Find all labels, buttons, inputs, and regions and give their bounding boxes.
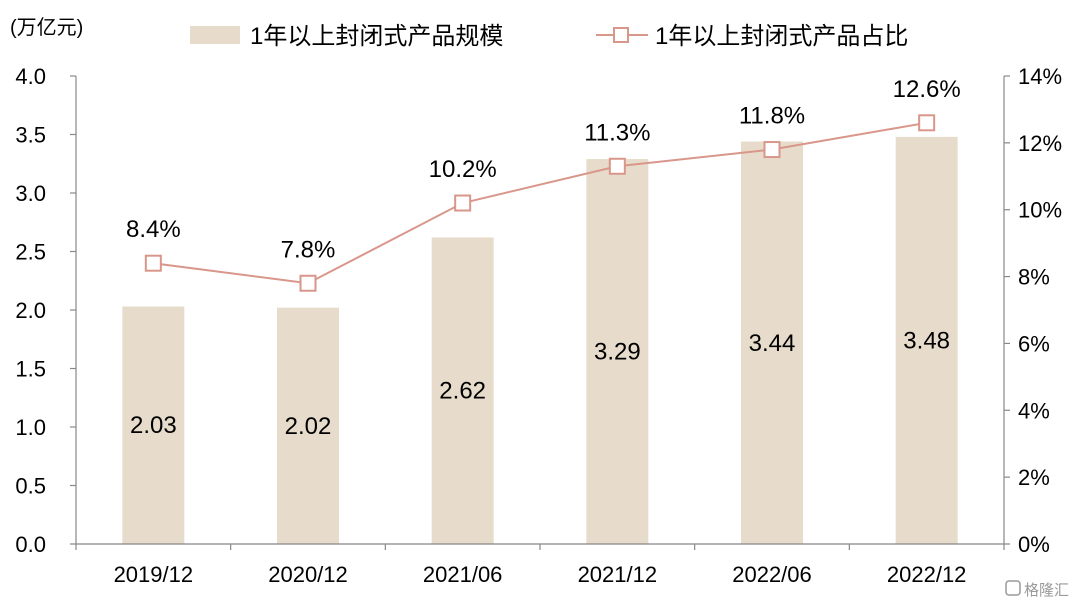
bar-data-label: 3.48 (903, 327, 950, 354)
left-y-tick-label: 4.0 (15, 64, 46, 89)
bar-2021/12 (586, 159, 649, 544)
line-data-label: 10.2% (429, 156, 497, 183)
bar-2022/12 (895, 136, 958, 544)
right-y-tick-label: 4% (1018, 398, 1050, 423)
bar-2021/06 (431, 237, 494, 544)
line-data-label: 12.6% (893, 76, 961, 103)
line-series-path (153, 121, 927, 285)
legend-line-marker-icon (613, 27, 629, 43)
bar-data-label: 3.44 (749, 330, 796, 357)
watermark: 格隆汇 (1005, 580, 1069, 599)
line-point-marker (454, 194, 472, 212)
line-data-label: 11.3% (584, 119, 650, 146)
right-y-tick-label: 0% (1018, 532, 1050, 557)
legend-item-line-series: 1年以上封闭式产品占比 (596, 23, 908, 50)
bar-data-label: 2.62 (439, 378, 486, 405)
left-y-tick-label: 1.0 (15, 415, 46, 440)
bar-data-label: 2.03 (130, 412, 177, 439)
right-y-tick-label: 12% (1018, 131, 1062, 156)
left-y-tick-label: 0.5 (15, 474, 46, 499)
left-y-tick-label: 2.0 (15, 298, 46, 323)
line-point-marker (144, 254, 162, 272)
bar-2019/12 (122, 306, 185, 544)
left-y-tick-label: 3.0 (15, 181, 46, 206)
line-data-label: 7.8% (281, 236, 336, 263)
x-tick-label: 2021/06 (423, 562, 503, 587)
line-data-label: 11.8% (739, 103, 805, 130)
bar-data-label: 2.02 (285, 413, 332, 440)
line-point-marker (608, 157, 626, 175)
legend-line-label: 1年以上封闭式产品占比 (655, 23, 908, 50)
right-y-tick-label: 6% (1018, 331, 1050, 356)
right-y-tick-label: 2% (1018, 465, 1050, 490)
x-tick-label: 2022/12 (887, 562, 967, 587)
left-y-tick-label: 0.0 (15, 532, 46, 557)
right-y-tick-label: 14% (1018, 64, 1062, 89)
legend-bar-swatch (190, 26, 240, 44)
legend: 1年以上封闭式产品规模 1年以上封闭式产品占比 (190, 23, 908, 50)
line-point-marker (763, 141, 781, 159)
left-y-tick-label: 3.5 (15, 123, 46, 148)
x-tick-label: 2022/06 (732, 562, 812, 587)
x-tick-label: 2019/12 (114, 562, 194, 587)
bar-2020/12 (277, 307, 339, 544)
line-data-label: 8.4% (126, 216, 181, 243)
x-tick-label: 2021/12 (578, 562, 658, 587)
bar-2022/06 (741, 141, 803, 544)
left-y-tick-label: 2.5 (15, 240, 46, 265)
line-point-marker (918, 114, 936, 132)
bar-data-label: 3.29 (594, 339, 641, 366)
right-y-tick-label: 10% (1018, 198, 1062, 223)
right-y-tick-label: 8% (1018, 265, 1050, 290)
watermark-logo-icon (1005, 580, 1021, 596)
legend-bar-label: 1年以上封闭式产品规模 (250, 23, 503, 50)
x-tick-label: 2020/12 (268, 562, 348, 587)
plot-area: 0.0 0.5 1.0 1.5 2.0 2.5 3.0 3.5 4.0 0% 2% 4% 6% 8% 10%… (15, 64, 1062, 587)
watermark-label: 格隆汇 (1024, 582, 1069, 599)
left-axis-unit-label: (万亿元) (10, 16, 83, 39)
legend-item-bar-series: 1年以上封闭式产品规模 (190, 23, 503, 50)
left-y-tick-label: 1.5 (15, 357, 46, 382)
line-point-marker (299, 274, 317, 292)
